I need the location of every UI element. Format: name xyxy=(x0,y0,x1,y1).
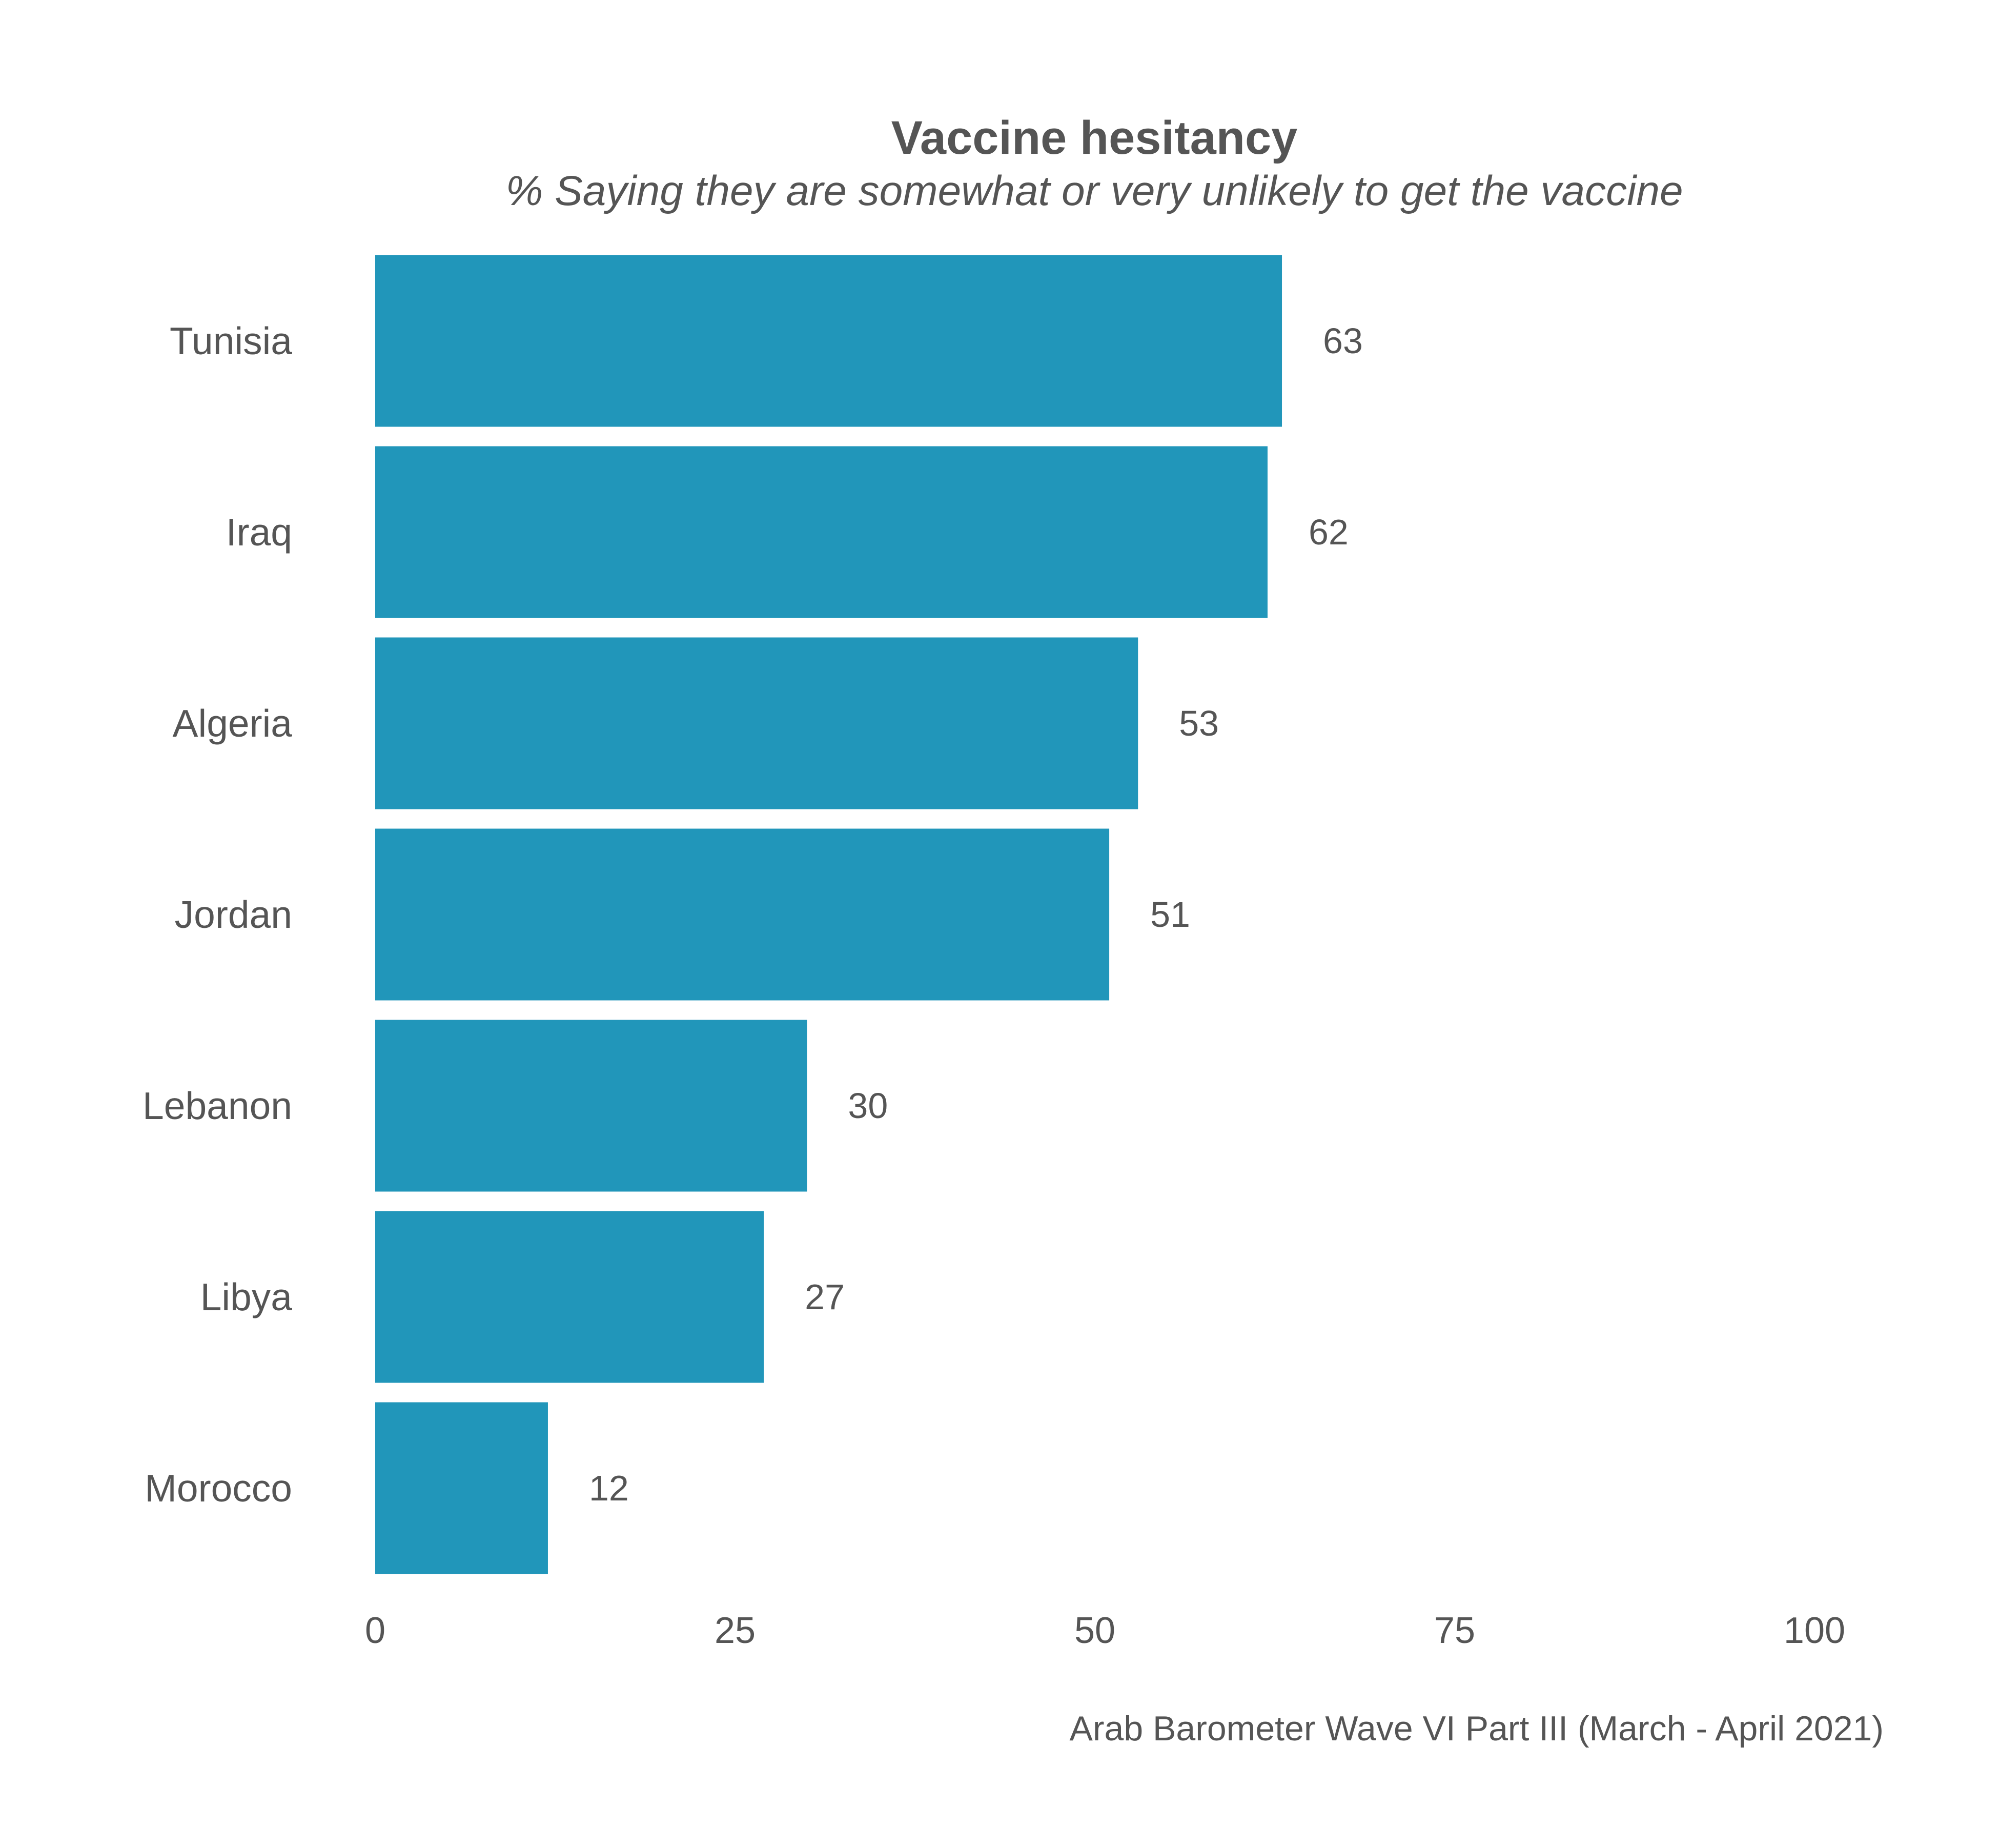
chart-caption: Arab Barometer Wave VI Part III (March -… xyxy=(1070,1709,1884,1748)
bar xyxy=(375,828,1110,1001)
x-axis-ticks: 0 25 50 75 100 xyxy=(365,1610,1845,1651)
category-label: Libya xyxy=(200,1275,293,1318)
category-label: Lebanon xyxy=(142,1084,292,1127)
value-label: 62 xyxy=(1309,512,1349,552)
bar xyxy=(375,1211,764,1383)
bars-group: Tunisia 63 Iraq 62 Algeria 53 Jordan 51 Lebanon 3… xyxy=(142,255,1363,1574)
category-label: Morocco xyxy=(145,1467,292,1510)
value-label: 30 xyxy=(848,1086,888,1126)
bar xyxy=(375,255,1282,427)
bar xyxy=(375,1020,807,1192)
category-label: Algeria xyxy=(173,702,293,745)
value-label: 27 xyxy=(805,1277,845,1317)
x-tick-label: 100 xyxy=(1784,1610,1845,1651)
category-label: Iraq xyxy=(226,511,292,554)
value-label: 51 xyxy=(1150,895,1190,935)
x-tick-label: 25 xyxy=(715,1610,756,1651)
category-label: Tunisia xyxy=(170,319,292,362)
category-label: Jordan xyxy=(175,893,292,936)
value-label: 12 xyxy=(589,1468,629,1508)
bar xyxy=(375,446,1268,618)
chart-title: Vaccine hesitancy xyxy=(891,112,1298,164)
bar xyxy=(375,1402,548,1574)
value-label: 53 xyxy=(1179,703,1219,743)
x-tick-label: 75 xyxy=(1434,1610,1475,1651)
chart-subtitle: % Saying they are somewhat or very unlik… xyxy=(505,168,1683,214)
bar xyxy=(375,637,1138,809)
x-tick-label: 0 xyxy=(365,1610,385,1651)
value-label: 63 xyxy=(1323,321,1363,361)
x-tick-label: 50 xyxy=(1074,1610,1115,1651)
